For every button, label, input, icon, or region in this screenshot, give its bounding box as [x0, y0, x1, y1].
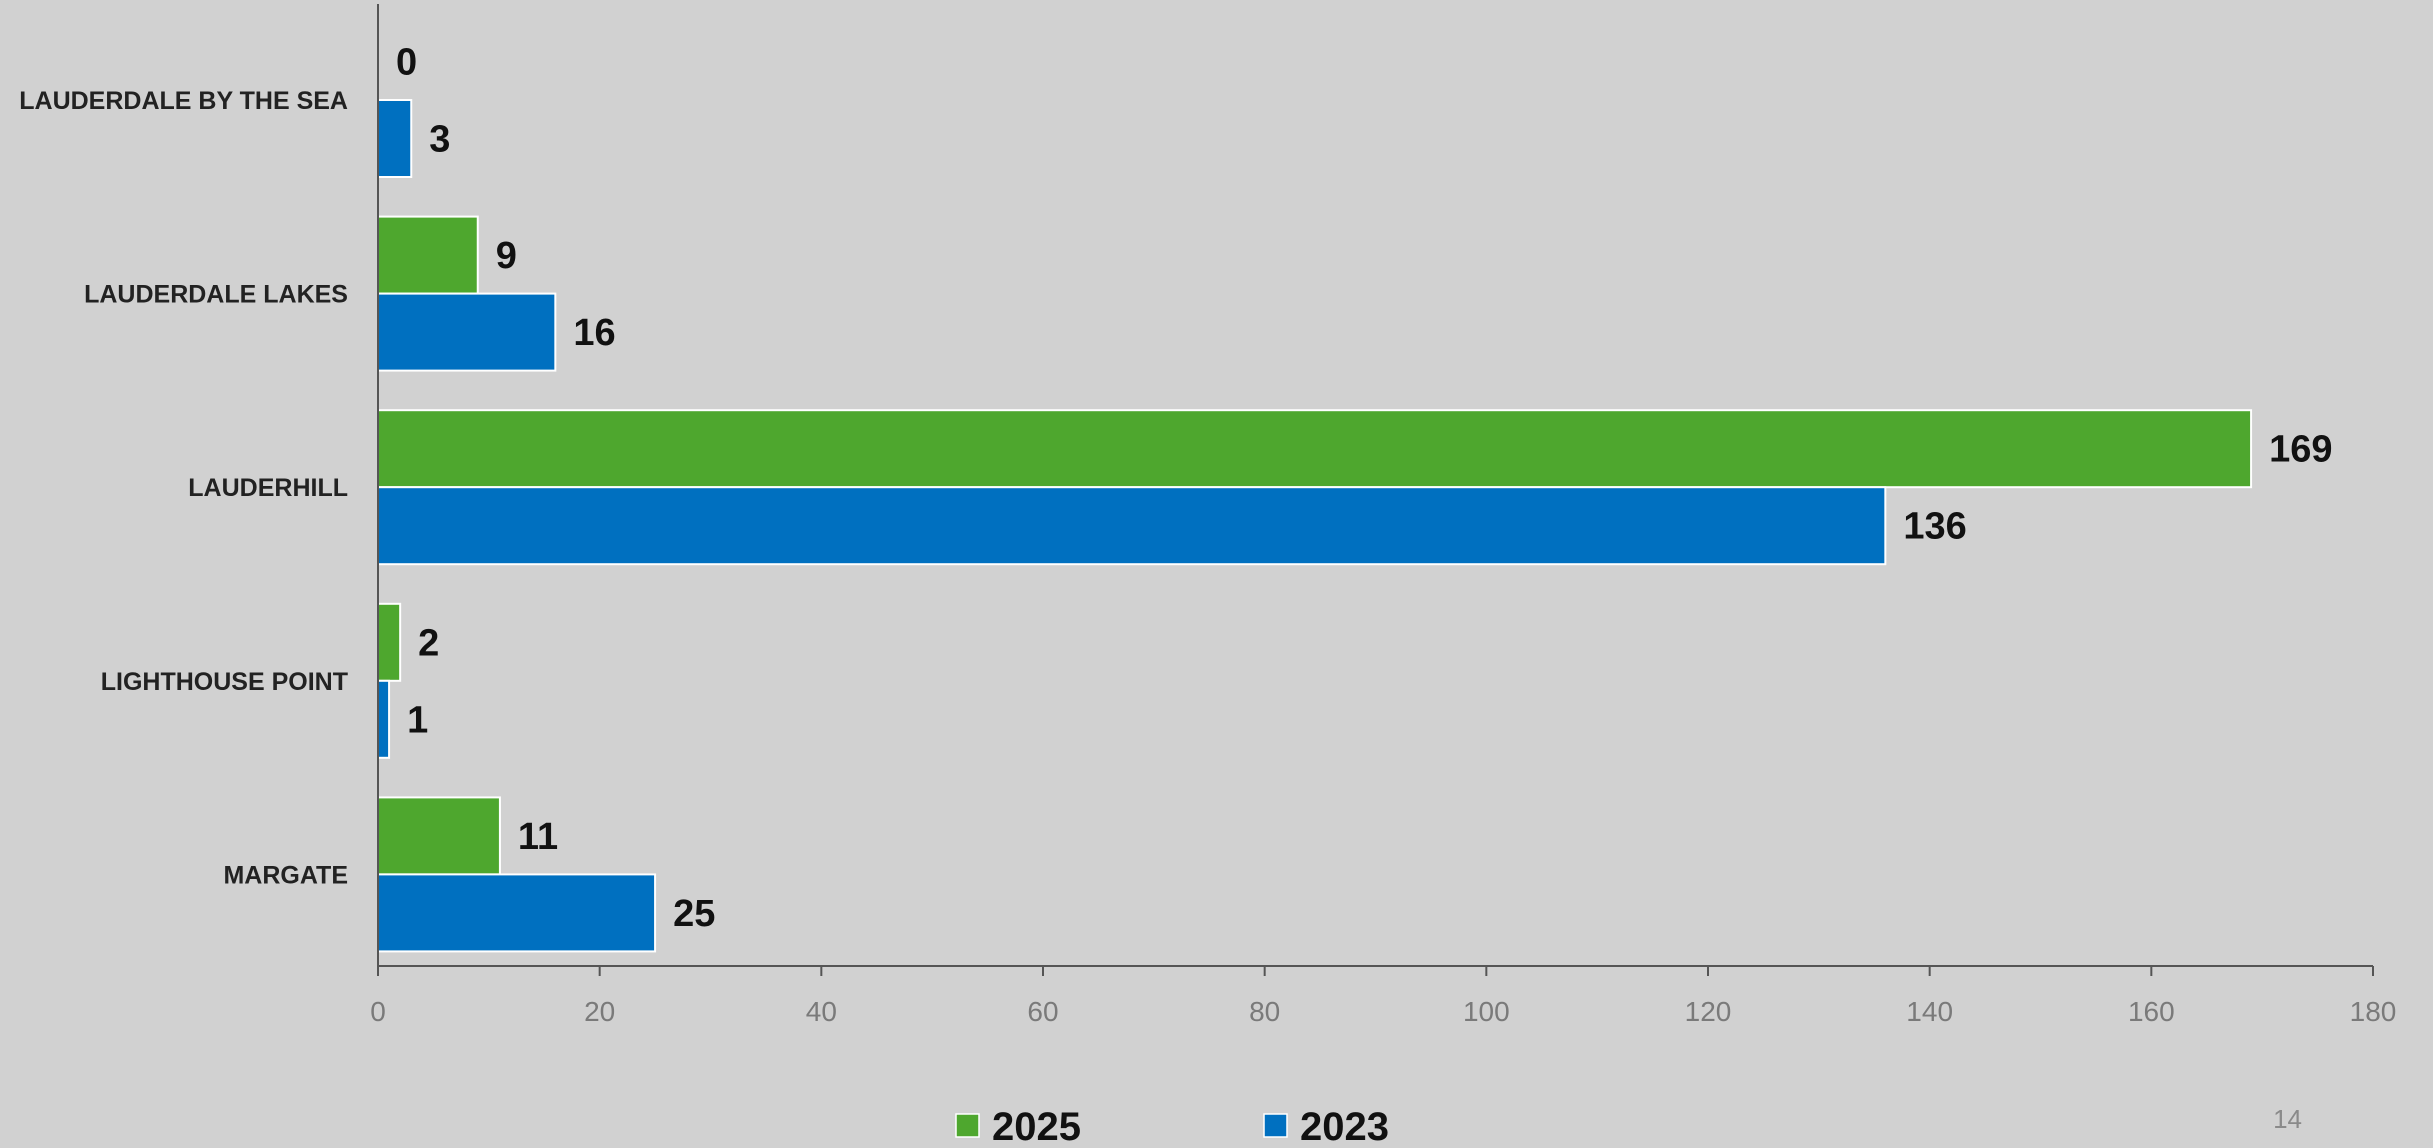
bar-2023-lauderdale-by-the-sea — [377, 99, 413, 178]
x-tick-label: 140 — [1906, 996, 1953, 1027]
x-tick-label: 160 — [2128, 996, 2175, 1027]
value-label-2025-margate: 11 — [518, 816, 558, 858]
x-tick-label: 40 — [806, 996, 837, 1027]
value-label-2025-lauderdale-by-the-sea: 0 — [396, 42, 417, 84]
x-tick-label: 20 — [584, 996, 615, 1027]
labels-layer: LAUDERDALE BY THE SEA 03 LAUDERDALE LAKES 9… — [19, 42, 2332, 935]
x-tick-label: 120 — [1685, 996, 1732, 1027]
value-label-2025-lauderdale-lakes: 9 — [496, 235, 517, 277]
bar-2023-lauderdale-lakes — [377, 292, 557, 372]
x-tick-label: 180 — [2350, 996, 2397, 1027]
bar-2023-lauderhill — [377, 486, 1887, 566]
category-label-lighthouse-point: LIGHTHOUSE POINT — [101, 668, 348, 696]
x-axis-ticks: 0 20 40 60 80 100 120 140 160 180 — [370, 966, 2396, 1027]
value-label-2025-lighthouse-point: 2 — [418, 622, 439, 664]
x-tick-label: 100 — [1463, 996, 1510, 1027]
legend-label-2023: 2023 — [1300, 1105, 1389, 1148]
bar-2025-lauderdale-lakes — [377, 215, 479, 295]
legend-swatch-2025 — [955, 1113, 980, 1138]
x-tick-label: 0 — [370, 996, 386, 1027]
category-label-lauderhill: LAUDERHILL — [188, 474, 348, 502]
page-number: 14 — [2273, 1104, 2302, 1134]
category-label-lauderdale-lakes: LAUDERDALE LAKES — [84, 281, 348, 309]
bar-2025-lighthouse-point — [377, 602, 402, 682]
bar-2023-lighthouse-point — [377, 679, 391, 759]
value-label-2023-margate: 25 — [673, 893, 715, 935]
category-label-margate: MARGATE — [223, 861, 348, 889]
x-tick-label: 80 — [1249, 996, 1280, 1027]
legend-label-2025: 2025 — [992, 1105, 1081, 1148]
category-label-lauderdale-by-the-sea: LAUDERDALE BY THE SEA — [19, 87, 348, 115]
bar-2025-margate — [377, 796, 501, 876]
value-label-2023-lighthouse-point: 1 — [407, 699, 428, 741]
bar-2023-margate — [377, 873, 657, 953]
value-label-2025-lauderhill: 169 — [2269, 429, 2332, 471]
value-label-2023-lauderdale-lakes: 16 — [573, 312, 615, 354]
x-tick-label: 60 — [1027, 996, 1058, 1027]
value-label-2023-lauderdale-by-the-sea: 3 — [429, 119, 450, 161]
legend-swatch-2023 — [1263, 1113, 1288, 1138]
bar-2025-lauderhill — [377, 409, 2253, 489]
bars-layer — [377, 99, 2253, 953]
legend: 2025 2023 — [955, 1105, 1389, 1148]
value-label-2023-lauderhill: 136 — [1903, 506, 1966, 548]
